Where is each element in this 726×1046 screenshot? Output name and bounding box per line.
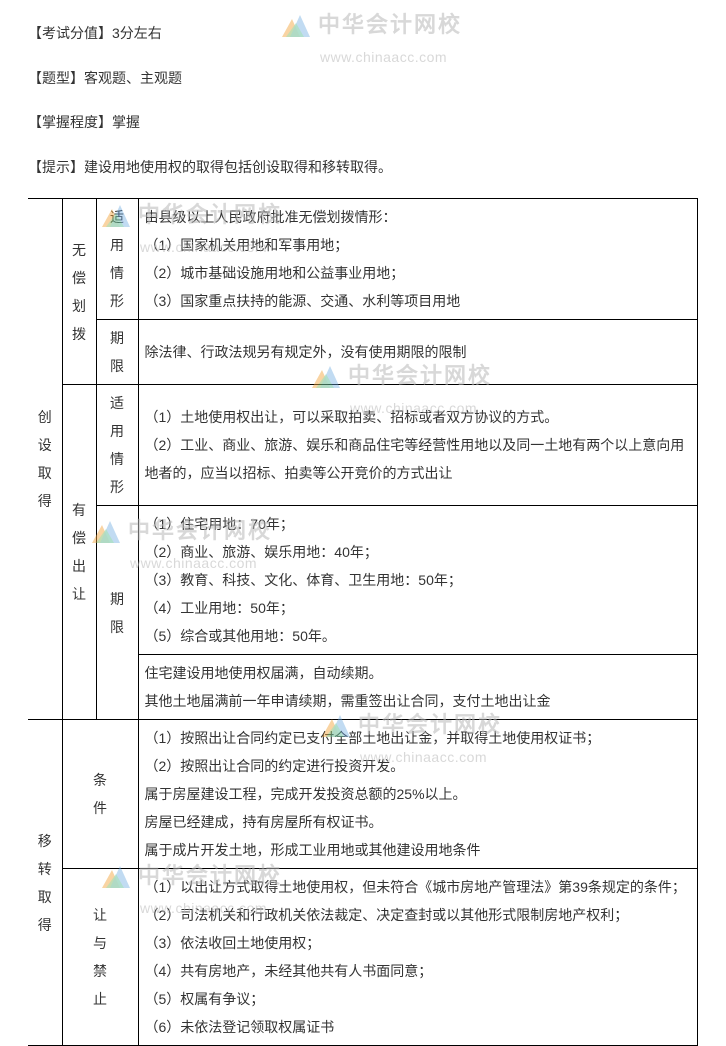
col-content: （1）按照出让合同约定已支付全部土地出让金，并取得土地使用权证书；（2）按照出让… [138, 720, 698, 869]
mastery-label: 【掌握程度】 [28, 114, 112, 130]
col-acquisition-type: 移转取得 [28, 720, 62, 1046]
col-aspect: 适用情形 [96, 385, 138, 506]
table-row: 期限（1）住宅用地：70年；（2）商业、旅游、娱乐用地：40年；（3）教育、科技… [28, 506, 698, 655]
table-row: 有偿出让适用情形（1）土地使用权出让，可以采取拍卖、招标或者双方协议的方式。（2… [28, 385, 698, 506]
question-type-line: 【题型】客观题、主观题 [28, 65, 698, 92]
col-content: 住宅建设用地使用权届满，自动续期。其他土地届满前一年申请续期，需重签出让合同，支… [138, 655, 698, 720]
col-subcategory: 让与禁止 [62, 869, 138, 1046]
col-aspect: 适用情形 [96, 199, 138, 320]
col-content: 除法律、行政法规另有规定外，没有使用期限的限制 [138, 320, 698, 385]
col-aspect: 期限 [96, 320, 138, 385]
question-type-label: 【题型】 [28, 70, 84, 86]
hint-label: 【提示】 [28, 159, 84, 175]
hint-line: 【提示】建设用地使用权的取得包括创设取得和移转取得。 [28, 154, 698, 181]
col-content: （1）土地使用权出让，可以采取拍卖、招标或者双方协议的方式。（2）工业、商业、旅… [138, 385, 698, 506]
col-subcategory: 条件 [62, 720, 138, 869]
exam-score-label: 【考试分值】 [28, 25, 112, 41]
table-row: 让与禁止（1）以出让方式取得土地使用权，但未符合《城市房地产管理法》第39条规定… [28, 869, 698, 1046]
col-acquisition-type: 创设取得 [28, 199, 62, 720]
exam-score-line: 【考试分值】3分左右 [28, 20, 698, 47]
question-type-value: 客观题、主观题 [84, 70, 182, 86]
exam-score-value: 3分左右 [112, 25, 162, 41]
table-row: 创设取得无偿划拨适用情形由县级以上人民政府批准无偿划拨情形：（1）国家机关用地和… [28, 199, 698, 320]
mastery-value: 掌握 [112, 114, 140, 130]
col-subcategory: 无偿划拨 [62, 199, 96, 385]
col-aspect: 期限 [96, 506, 138, 720]
col-subcategory: 有偿出让 [62, 385, 96, 720]
col-content: （1）住宅用地：70年；（2）商业、旅游、娱乐用地：40年；（3）教育、科技、文… [138, 506, 698, 655]
hint-value: 建设用地使用权的取得包括创设取得和移转取得。 [84, 159, 392, 175]
land-use-rights-table: 创设取得无偿划拨适用情形由县级以上人民政府批准无偿划拨情形：（1）国家机关用地和… [28, 198, 698, 1046]
col-content: （1）以出让方式取得土地使用权，但未符合《城市房地产管理法》第39条规定的条件；… [138, 869, 698, 1046]
table-row: 期限除法律、行政法规另有规定外，没有使用期限的限制 [28, 320, 698, 385]
col-content: 由县级以上人民政府批准无偿划拨情形：（1）国家机关用地和军事用地；（2）城市基础… [138, 199, 698, 320]
table-row: 移转取得条件（1）按照出让合同约定已支付全部土地出让金，并取得土地使用权证书；（… [28, 720, 698, 869]
mastery-line: 【掌握程度】掌握 [28, 109, 698, 136]
